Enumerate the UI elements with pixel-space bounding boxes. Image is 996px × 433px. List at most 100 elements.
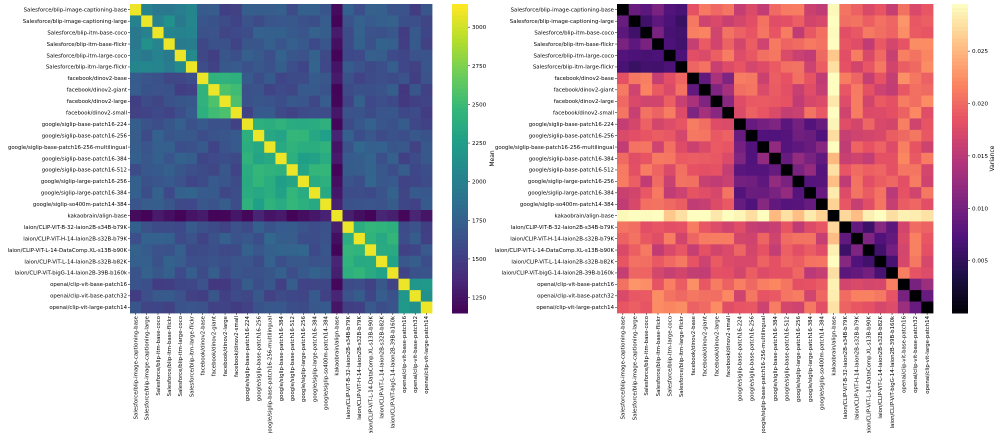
heatmap-cell <box>275 38 287 51</box>
heatmap-cell <box>331 95 343 108</box>
heatmap-cell <box>141 187 153 199</box>
heatmap-cell <box>827 4 840 16</box>
heatmap-cell <box>804 72 817 85</box>
column-label: google/siglip-base-patch16-256-multiling… <box>761 316 767 433</box>
heatmap-cell <box>921 221 934 234</box>
heatmap-cell <box>208 301 220 314</box>
heatmap-cell <box>353 152 366 165</box>
heatmap-cell <box>745 198 758 211</box>
heatmap-cell <box>364 301 377 314</box>
heatmap-cell <box>652 95 665 108</box>
colorbar-segment <box>452 162 468 167</box>
heatmap-cell <box>897 49 910 62</box>
heatmap-cell <box>387 4 399 16</box>
heatmap-cell <box>253 221 265 234</box>
heatmap-cell <box>640 107 653 119</box>
heatmap-cell <box>342 26 355 39</box>
column-label: Salesforce/blip-image-captioning-base <box>133 315 139 419</box>
heatmap-cell <box>780 84 793 96</box>
heatmap-cell <box>275 175 287 188</box>
column-label: Salesforce/blip-itm-large-coco <box>178 316 184 396</box>
heatmap-cell <box>815 118 829 131</box>
heatmap-cell <box>663 4 676 16</box>
heatmap-cell <box>230 210 243 222</box>
heatmap-cell <box>197 61 209 74</box>
heatmap-cell <box>185 255 198 268</box>
heatmap-cell <box>353 141 366 154</box>
heatmap-cell <box>722 255 735 268</box>
heatmap-cell <box>663 267 676 280</box>
heatmap-cell <box>253 175 265 188</box>
heatmap-cell <box>152 301 164 314</box>
heatmap-cell <box>851 232 864 245</box>
heatmap-cell <box>897 107 910 119</box>
heatmap-cell <box>792 84 805 96</box>
heatmap-cell <box>886 61 899 74</box>
heatmap-cell <box>297 38 310 51</box>
heatmap-cell <box>152 141 164 154</box>
colorbar-segment <box>952 123 968 129</box>
heatmap-cell <box>675 129 688 142</box>
heatmap-cell <box>909 72 922 85</box>
heatmap-cell <box>909 244 922 257</box>
heatmap-cell <box>174 187 187 199</box>
heatmap-cell <box>921 49 934 62</box>
heatmap-cell <box>652 152 665 165</box>
heatmap-cell <box>174 244 187 257</box>
heatmap-cell <box>208 152 220 165</box>
heatmap-cell <box>839 152 852 165</box>
colorbar-segment <box>952 289 968 295</box>
heatmap-cell <box>331 221 343 234</box>
heatmap-cell <box>253 187 265 199</box>
heatmap-cell <box>652 107 665 119</box>
colorbar-segment <box>452 77 468 82</box>
heatmap-cell <box>275 61 287 74</box>
heatmap-cell <box>815 301 829 314</box>
heatmap-cell <box>398 164 411 177</box>
heatmap-cell <box>163 84 176 96</box>
heatmap-cell <box>163 187 176 199</box>
heatmap-cell <box>687 244 700 257</box>
colorbar-segment <box>952 88 968 94</box>
heatmap-cell <box>617 187 630 199</box>
heatmap-cell <box>219 301 232 314</box>
colorbar-segment <box>952 85 968 90</box>
heatmap-cell <box>827 244 840 257</box>
heatmap-cell <box>640 49 653 62</box>
heatmap-cell <box>675 210 688 222</box>
heatmap-cell <box>780 152 793 165</box>
heatmap-cell <box>780 4 793 16</box>
heatmap-cell <box>628 72 641 85</box>
heatmap-cell <box>734 129 747 142</box>
heatmap-cell <box>185 232 198 245</box>
heatmap-cell <box>769 129 782 142</box>
heatmap-cell <box>640 95 653 108</box>
row-label: google/siglip-large-patch16-384 <box>41 191 128 197</box>
heatmap-cell <box>886 49 899 62</box>
heatmap-cell <box>342 72 355 85</box>
row-label: Salesforce/blip-itm-base-flickr <box>47 42 128 48</box>
colorbar-segment <box>952 119 968 125</box>
heatmap-cell <box>792 129 805 142</box>
heatmap-cell <box>409 107 422 119</box>
heatmap-cell <box>652 175 665 188</box>
heatmap-cell <box>364 15 377 28</box>
heatmap-cell <box>710 232 723 245</box>
heatmap-cell <box>264 95 276 108</box>
heatmap-cell <box>792 290 805 302</box>
heatmap-cell <box>185 290 198 302</box>
heatmap-cell <box>698 129 712 142</box>
colorbar-segment <box>452 181 468 187</box>
heatmap-cell <box>420 49 433 62</box>
heatmap-cell <box>874 61 887 74</box>
heatmap-cell <box>320 278 332 291</box>
heatmap-cell <box>163 290 176 302</box>
heatmap-cell <box>308 210 321 222</box>
heatmap-cell <box>297 244 310 257</box>
heatmap-cell <box>886 290 899 302</box>
heatmap-cell <box>398 301 411 314</box>
heatmap-cell <box>409 141 422 154</box>
column-label: Salesforce/blip-image-captioning-large <box>145 315 151 420</box>
heatmap-cell <box>780 61 793 74</box>
